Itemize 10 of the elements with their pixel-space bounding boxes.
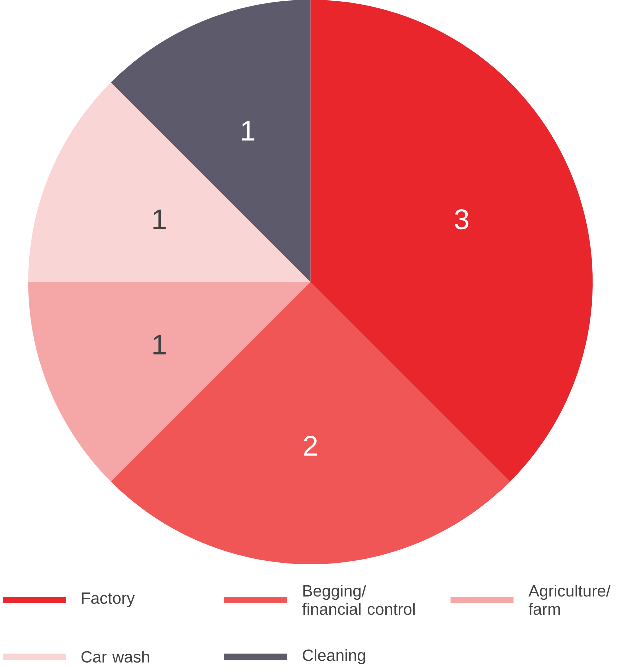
data-label: 1	[154, 335, 166, 355]
data-label: 2	[304, 436, 318, 456]
data-label: 1	[242, 121, 255, 141]
data-label: 3	[455, 210, 469, 230]
legend-label: Factory	[82, 592, 136, 608]
data-label: 1	[154, 210, 166, 230]
legend-label: Cleaning	[303, 649, 366, 664]
legend-label: Begging/ financial control	[302, 584, 416, 616]
legend-label: Car wash	[82, 650, 150, 663]
legend-label: Agriculture/ farm	[528, 584, 612, 616]
